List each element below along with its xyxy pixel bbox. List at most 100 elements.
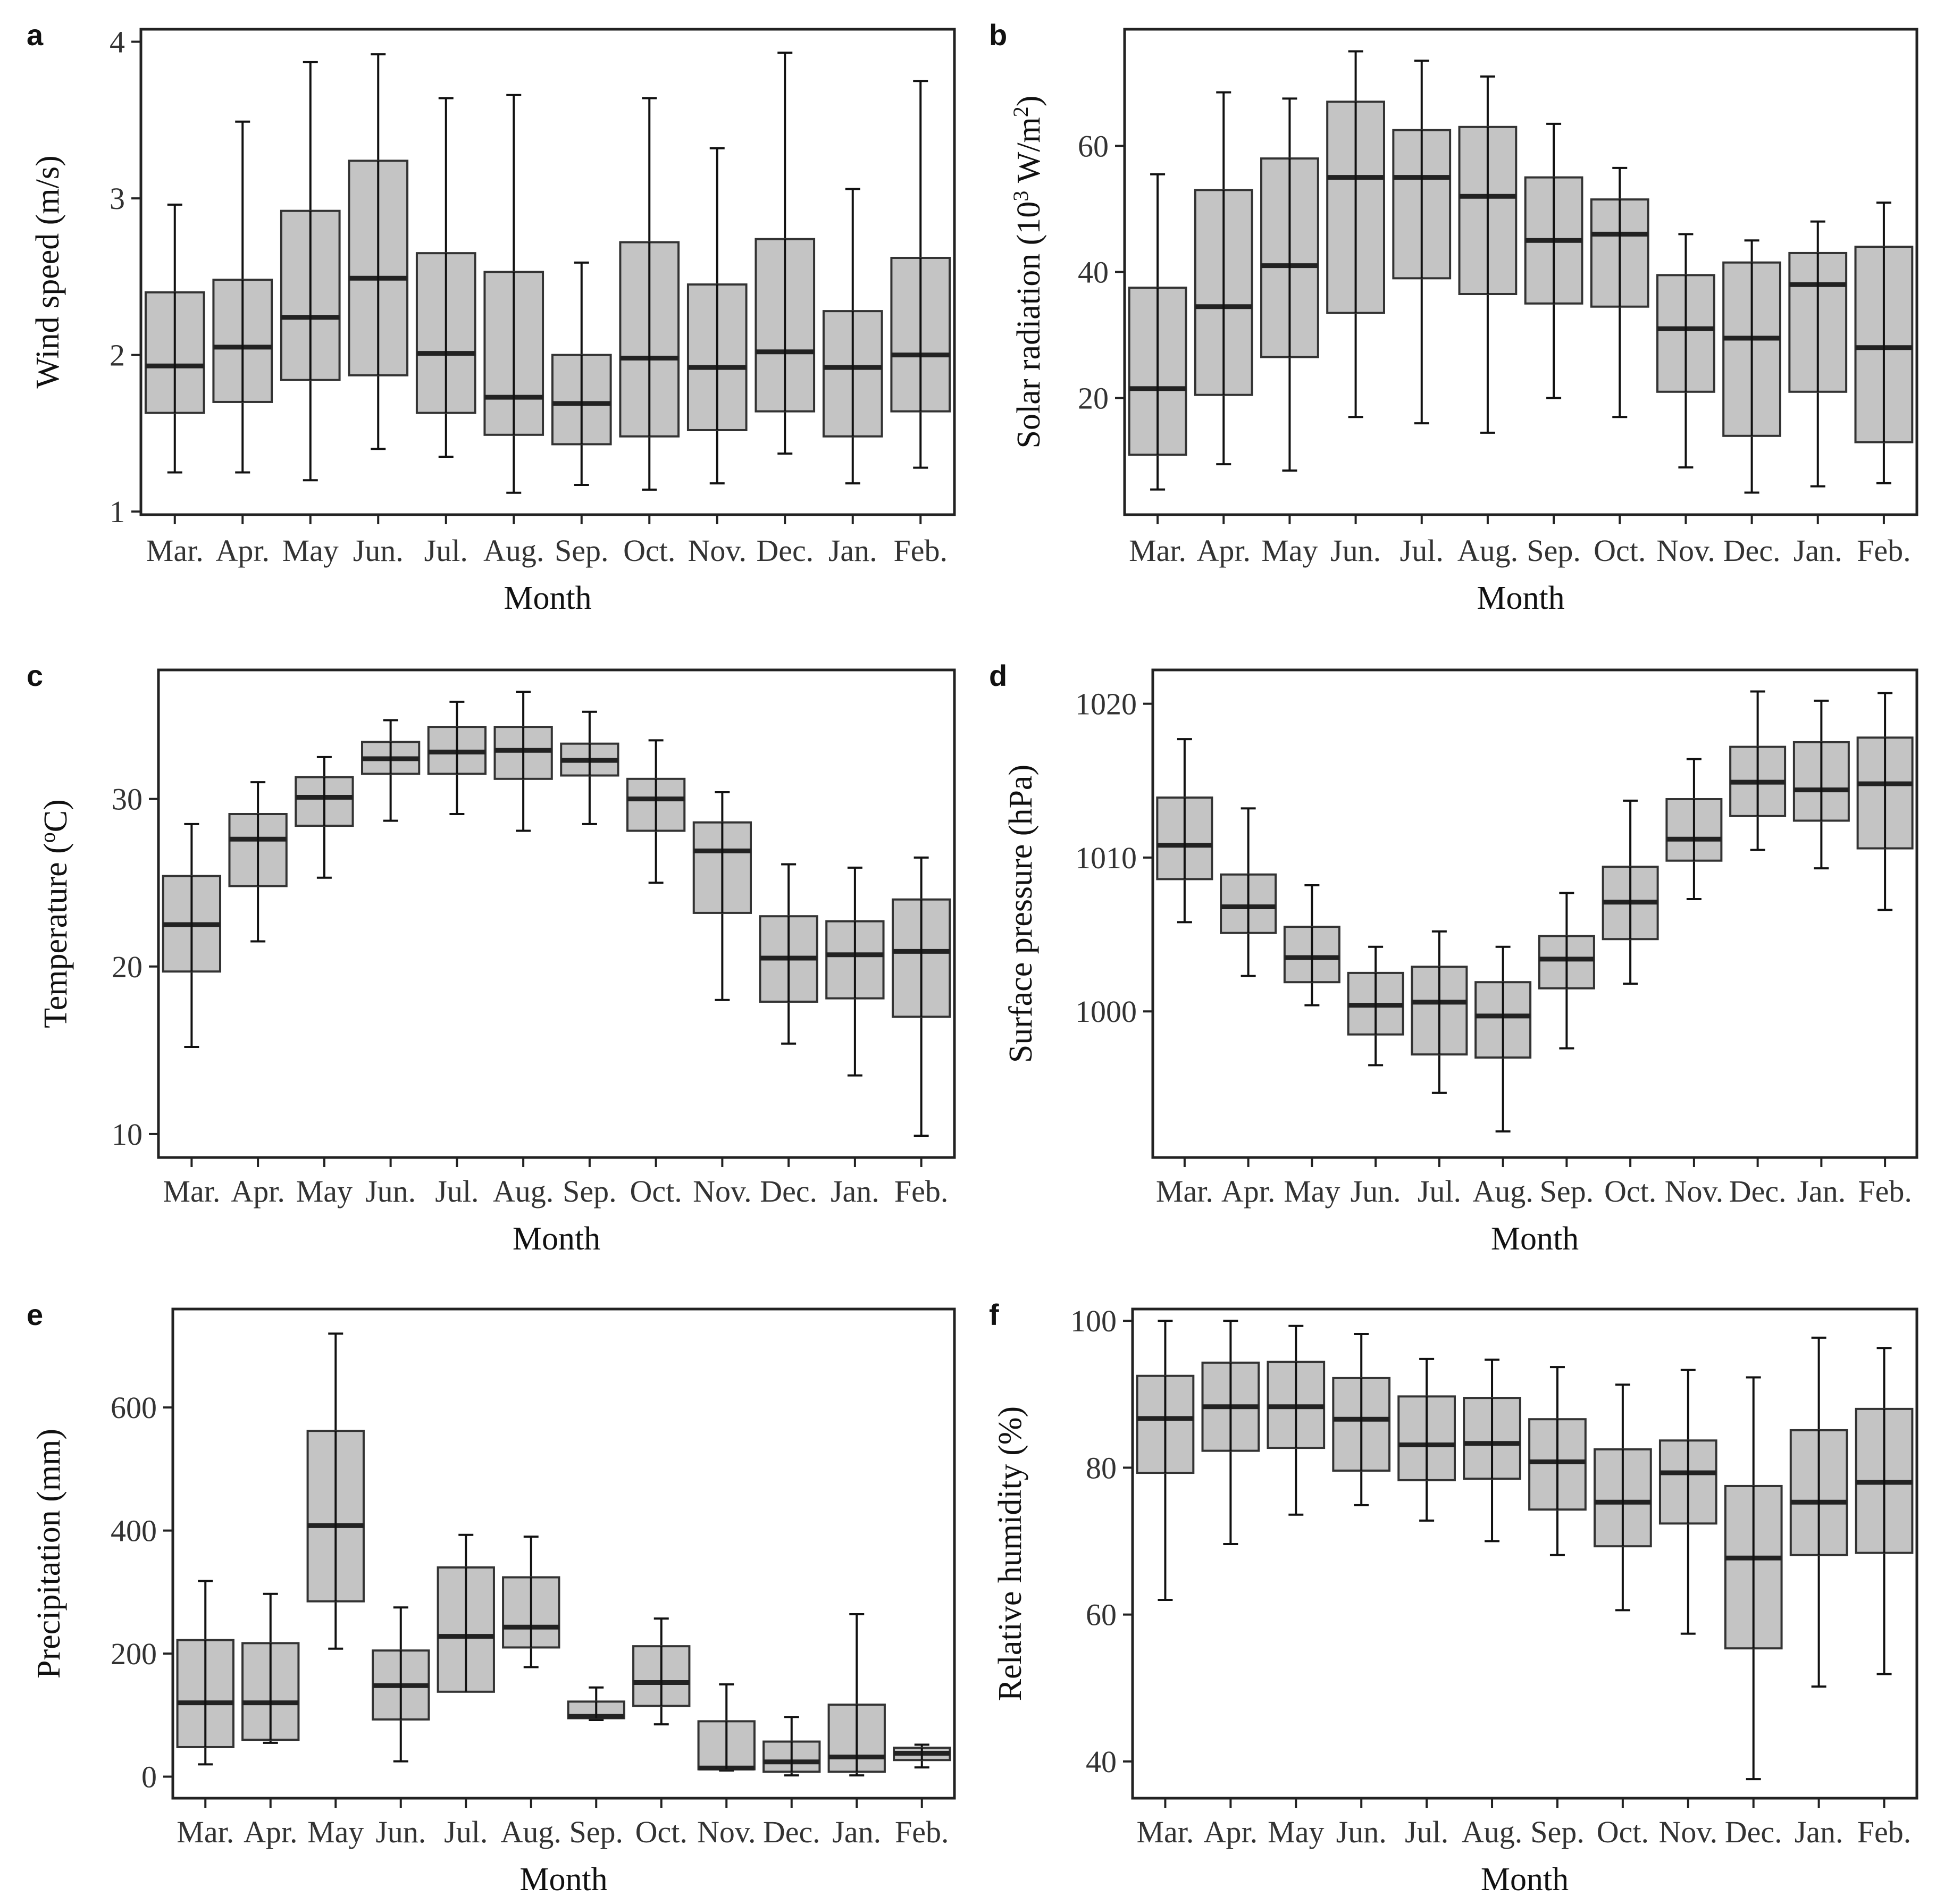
box-nov [1656, 233, 1715, 469]
y-tick-label: 100 [1070, 1304, 1117, 1338]
x-tick-label: Jun. [353, 533, 404, 568]
x-tick-label: Dec. [1729, 1174, 1787, 1209]
box-feb [1855, 1347, 1914, 1675]
x-tick-label: Dec. [763, 1815, 820, 1849]
x-tick-label: Jul. [424, 533, 468, 568]
panel-a: a 1 2 3 4 Mar. Apr. May Jun. Jul. Aug. Sep. Oct. Nov.… [27, 18, 956, 616]
box-jul [1411, 930, 1468, 1094]
x-tick-label: Jul. [444, 1815, 488, 1849]
x-tick-label: Nov. [1658, 1815, 1717, 1849]
x-tick-label: Sep. [1530, 1815, 1585, 1849]
y-tick-label: 60 [1078, 129, 1109, 163]
box-sep [1524, 122, 1583, 399]
x-tick-label: Jul. [1405, 1815, 1448, 1849]
box-nov [686, 147, 748, 485]
x-tick-label: Feb. [1857, 533, 1911, 568]
x-tick-label: May [282, 533, 339, 568]
box-jan [1789, 1336, 1848, 1688]
x-tick-label: Mar. [163, 1174, 220, 1209]
y-axis-title: Surface pressure (hPa) [1003, 765, 1039, 1063]
panel-letter: c [27, 659, 43, 692]
box-aug [493, 690, 553, 832]
box-sep [1538, 892, 1595, 1050]
box-nov [1658, 1369, 1717, 1635]
y-tick-label: 400 [111, 1514, 157, 1548]
x-tick-label: Aug. [1457, 533, 1518, 568]
x-tick-label: Jan. [828, 533, 877, 568]
box-sep [560, 710, 619, 825]
box-jul [415, 97, 476, 458]
box-mar [176, 1580, 234, 1766]
y-tick-label: 4 [110, 25, 125, 60]
box-apr [228, 781, 288, 943]
x-tick-label: Nov. [697, 1815, 756, 1849]
y-tick-label: 40 [1086, 1744, 1117, 1779]
x-tick-label: Oct. [1594, 533, 1646, 568]
x-tick-label: Sep. [569, 1815, 624, 1849]
box-aug [502, 1536, 560, 1668]
x-tick-label: Oct. [1604, 1174, 1656, 1209]
box-apr [1201, 1320, 1260, 1546]
box-feb [891, 856, 951, 1137]
x-tick-label: Oct. [635, 1815, 688, 1849]
box-apr [1194, 91, 1253, 466]
box-nov [692, 791, 752, 1001]
x-tick-label: Mar. [1129, 533, 1186, 568]
box-may [295, 756, 354, 879]
x-tick-label: Feb. [1857, 1815, 1912, 1849]
y-tick-label: 1010 [1075, 841, 1137, 875]
box-dec [1722, 239, 1781, 494]
panel-c: c 10 20 30 Mar. Apr. May Jun. Jul. Aug. Sep. Oct. No… [27, 659, 956, 1257]
box-nov [1665, 758, 1723, 901]
box-oct [1594, 1383, 1652, 1612]
y-tick-label: 3 [110, 181, 125, 216]
box-feb [1856, 692, 1914, 911]
box-jul [427, 700, 487, 816]
x-tick-label: Jun. [1336, 1815, 1387, 1849]
box-sep [1528, 1366, 1587, 1556]
y-tick-label: 600 [111, 1390, 157, 1425]
x-tick-label: Nov. [1665, 1174, 1724, 1209]
x-tick-label: Jul. [1418, 1174, 1461, 1209]
x-tick-label: Jun. [365, 1174, 416, 1209]
y-axis-title: Wind speed (m/s) [30, 155, 66, 388]
x-tick-label: Nov. [693, 1174, 752, 1209]
x-tick-label: Apr. [231, 1174, 285, 1209]
box-mar [1136, 1320, 1195, 1601]
x-tick-label: May [1261, 533, 1318, 568]
x-tick-label: Jan. [1795, 1815, 1843, 1849]
y-axis-title: Temperature (oC) [36, 799, 74, 1028]
x-tick-label: Aug. [483, 533, 544, 568]
box-oct [1590, 166, 1649, 418]
panel-letter: b [989, 18, 1007, 52]
panel-letter: d [989, 659, 1007, 692]
y-tick-label: 200 [111, 1637, 157, 1671]
x-tick-label: Mar. [177, 1815, 234, 1849]
y-axis-title: Precipitation (mm) [31, 1429, 67, 1679]
x-tick-label: Mar. [1156, 1174, 1213, 1209]
box-dec [1724, 1376, 1783, 1781]
panel-letter: f [989, 1298, 999, 1331]
box-apr [241, 1592, 300, 1744]
panel-b: b 20 40 60 Mar. Apr. May Jun. Jul. Aug. Sep. Oct. No… [989, 18, 1918, 616]
x-axis-title: Month [1477, 580, 1564, 616]
box-aug [1474, 945, 1532, 1133]
x-tick-label: Sep. [563, 1174, 617, 1209]
x-tick-label: Oct. [630, 1174, 682, 1209]
x-tick-label: Apr. [1221, 1174, 1276, 1209]
x-tick-label: May [296, 1174, 353, 1209]
box-jun [1332, 1332, 1391, 1506]
plot-frame [1151, 668, 1918, 1159]
box-oct [626, 739, 686, 884]
box-may [1260, 97, 1319, 472]
box-jun [1347, 945, 1404, 1067]
x-tick-label: Apr. [216, 533, 270, 568]
box-dec [759, 863, 818, 1045]
y-axis-title: Relative humidity (%) [992, 1406, 1028, 1701]
box-may [1267, 1324, 1326, 1516]
box-sep [567, 1686, 625, 1722]
y-tick-label: 0 [141, 1759, 157, 1794]
box-jun [372, 1606, 430, 1763]
y-tick-label: 1020 [1075, 687, 1137, 722]
